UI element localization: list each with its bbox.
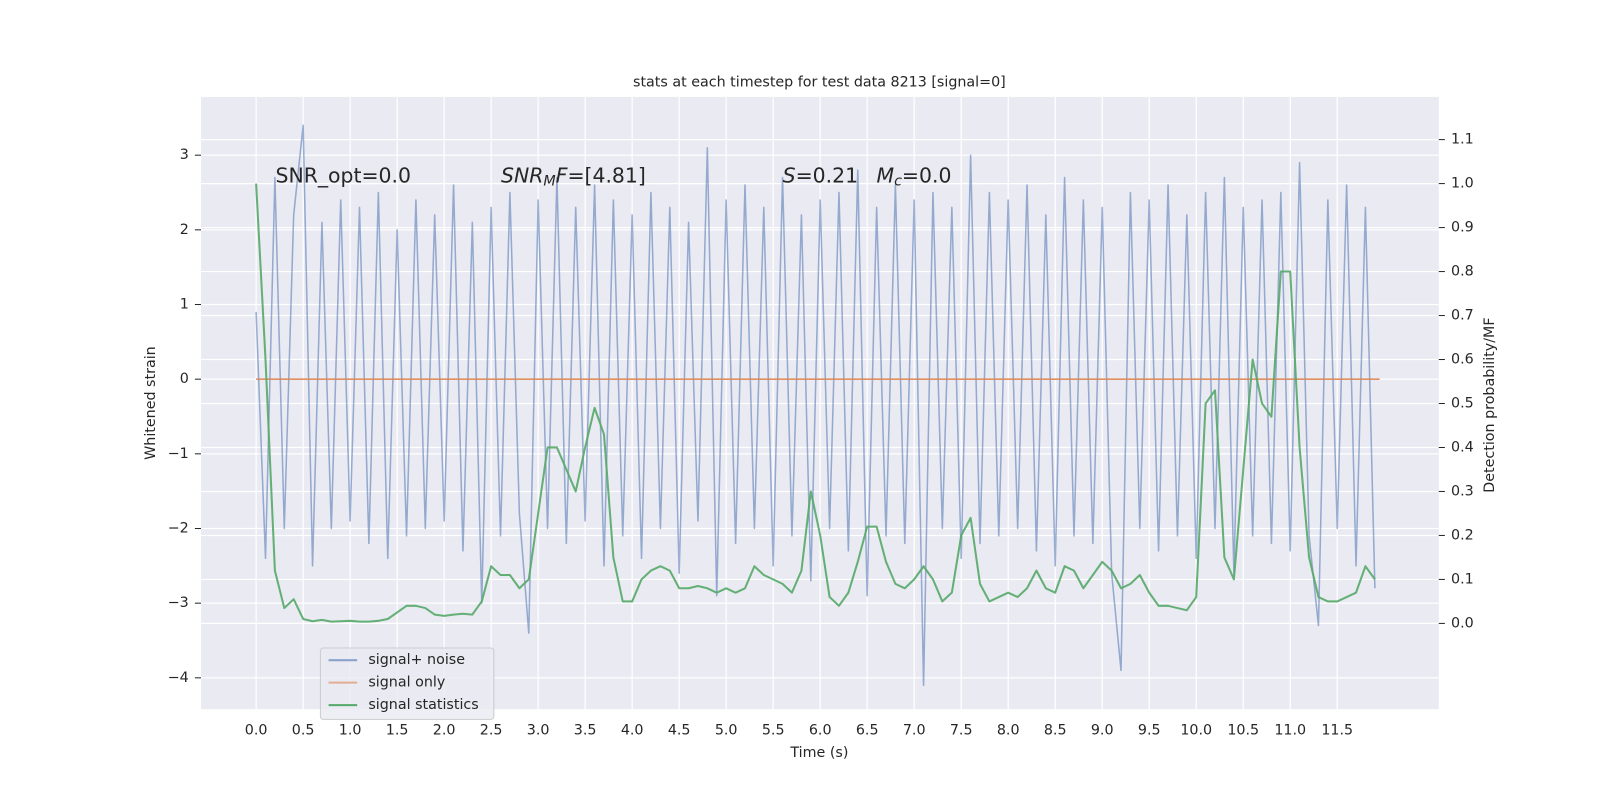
legend-label: signal only xyxy=(368,675,445,691)
annotation-part: M xyxy=(543,174,555,190)
x-tick-label: 2.5 xyxy=(480,723,503,739)
y-tick-label: 1 xyxy=(180,297,189,313)
y2-tick-label: 0.0 xyxy=(1451,615,1474,631)
x-tick-label: 10.0 xyxy=(1180,723,1212,739)
y2-tick-label: 0.2 xyxy=(1451,527,1474,543)
y-tick-label: −1 xyxy=(168,446,189,462)
series-line xyxy=(255,124,1376,687)
x-tick-label: 0.0 xyxy=(245,723,268,739)
annotation: SNRMF=[4.81] xyxy=(501,164,646,190)
x-tick-label: 8.5 xyxy=(1044,723,1067,739)
y2-tick-label: 0.4 xyxy=(1451,439,1474,455)
x-tick-label: 11.5 xyxy=(1321,723,1353,739)
x-tick-label: 8.0 xyxy=(997,723,1020,739)
x-tick-label: 7.0 xyxy=(903,723,926,739)
x-tick-label: 4.5 xyxy=(668,723,691,739)
x-tick-label: 11.0 xyxy=(1274,723,1306,739)
x-tick-label: 1.0 xyxy=(339,723,362,739)
y2-tick-label: 0.7 xyxy=(1451,308,1474,324)
y-tick-label: 0 xyxy=(180,371,189,387)
x-tick-label: 9.0 xyxy=(1091,723,1114,739)
annotation: S=0.21 Mc=0.0 xyxy=(783,164,952,190)
x-tick-label: 10.5 xyxy=(1227,723,1259,739)
y-tick-label: −3 xyxy=(168,595,189,611)
y2-tick-label: 0.1 xyxy=(1451,571,1474,587)
x-tick-label: 1.5 xyxy=(386,723,409,739)
y2-tick-label: 0.5 xyxy=(1451,396,1474,412)
series-line xyxy=(255,183,1376,623)
y2-axis-label: Detection probability/MF xyxy=(1482,317,1498,492)
annotation-part: F xyxy=(556,164,568,188)
x-axis-label: Time (s) xyxy=(789,745,848,761)
annotation-part: M xyxy=(876,164,894,188)
y2-tick-label: 0.8 xyxy=(1451,264,1474,280)
annotation-part: c xyxy=(894,174,902,190)
x-tick-label: 5.5 xyxy=(762,723,785,739)
y2-tick-label: 0.3 xyxy=(1451,483,1474,499)
x-tick-label: 0.5 xyxy=(292,723,315,739)
y-tick-label: −4 xyxy=(168,670,189,686)
annotation-part: =0.21 xyxy=(796,164,859,188)
x-tick-label: 2.0 xyxy=(433,723,456,739)
chart-title: stats at each timestep for test data 821… xyxy=(633,75,1006,91)
marks xyxy=(255,124,1380,687)
legend-box xyxy=(319,647,495,720)
x-tick-label: 3.5 xyxy=(574,723,597,739)
y2-tick-label: 1.1 xyxy=(1451,132,1474,148)
legend-label: signal+ noise xyxy=(368,652,465,668)
x-tick-label: 4.0 xyxy=(621,723,644,739)
annotation-part: SNR xyxy=(501,164,543,188)
x-tick-label: 6.5 xyxy=(856,723,879,739)
y2-tick-label: 0.9 xyxy=(1451,220,1474,236)
annotation-part: S xyxy=(783,164,796,188)
y-axis-label: Whitened strain xyxy=(143,346,159,460)
x-tick-label: 3.0 xyxy=(527,723,550,739)
x-tick-label: 6.0 xyxy=(809,723,832,739)
x-tick-label: 9.5 xyxy=(1138,723,1161,739)
legend-label: signal statistics xyxy=(368,697,478,713)
y-tick-label: −2 xyxy=(168,520,189,536)
y-tick-label: 2 xyxy=(180,222,189,238)
x-tick-label: 7.5 xyxy=(950,723,973,739)
annotation-part: =0.0 xyxy=(902,164,952,188)
x-tick-label: 5.0 xyxy=(715,723,738,739)
legend: signal+ noise signal only signal statistic… xyxy=(319,647,495,720)
y-tick-label: 3 xyxy=(180,147,189,163)
annotation-part: =[4.81] xyxy=(567,164,645,188)
annotation: SNR_opt=0.0 xyxy=(276,164,412,189)
y2-tick-label: 1.0 xyxy=(1451,176,1474,192)
y2-tick-label: 0.6 xyxy=(1451,352,1474,368)
